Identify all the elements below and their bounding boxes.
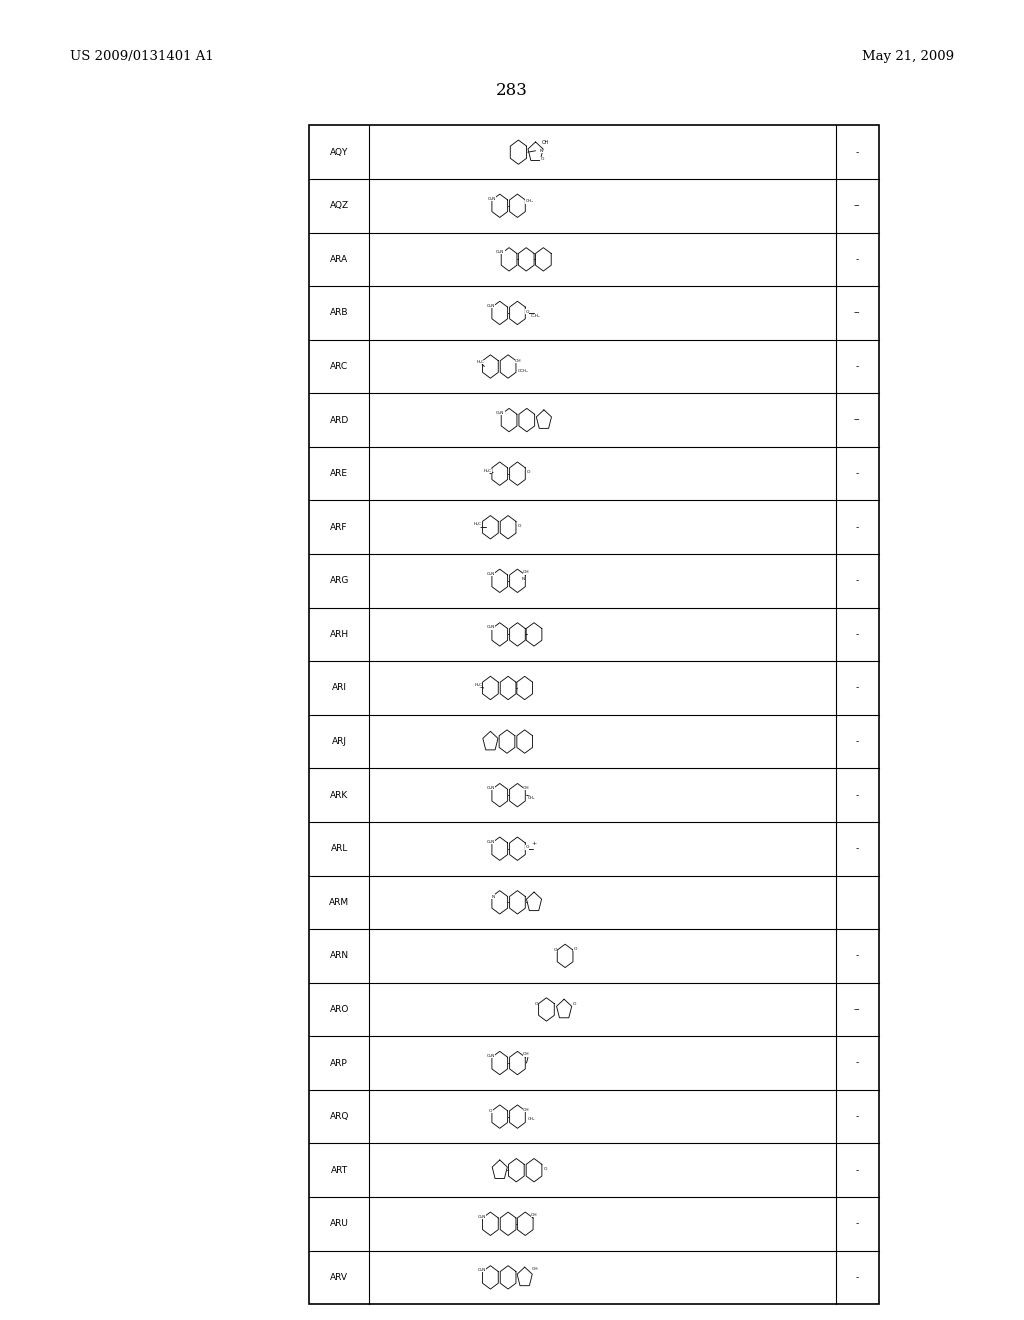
- Text: OH: OH: [515, 359, 521, 363]
- Text: OH: OH: [523, 1107, 529, 1111]
- Text: ARB: ARB: [330, 309, 348, 317]
- Text: ARI: ARI: [332, 684, 347, 693]
- Text: H₃C: H₃C: [474, 684, 482, 688]
- Text: O₂N: O₂N: [486, 785, 495, 791]
- Text: CH₃: CH₃: [525, 199, 534, 203]
- Text: ARV: ARV: [330, 1272, 348, 1282]
- Text: O₂N: O₂N: [487, 197, 497, 201]
- Text: O: O: [526, 470, 530, 474]
- Text: C₂H₅: C₂H₅: [530, 314, 540, 318]
- Text: CH₃: CH₃: [528, 1118, 536, 1122]
- Text: ARO: ARO: [330, 1005, 349, 1014]
- Text: -: -: [856, 1059, 859, 1068]
- Text: May 21, 2009: May 21, 2009: [862, 50, 954, 63]
- Text: -: -: [856, 791, 859, 800]
- Text: ARP: ARP: [331, 1059, 348, 1068]
- Text: OCH₃: OCH₃: [518, 368, 529, 372]
- Text: -: -: [856, 684, 859, 693]
- Text: ARJ: ARJ: [332, 737, 347, 746]
- Text: CH₃: CH₃: [528, 796, 536, 800]
- Text: ARG: ARG: [330, 577, 349, 585]
- Text: O₂N: O₂N: [486, 840, 495, 843]
- Text: --: --: [854, 1005, 860, 1014]
- Text: O: O: [572, 1002, 575, 1006]
- Text: -: -: [856, 952, 859, 961]
- Text: N: N: [540, 149, 543, 153]
- Text: ARQ: ARQ: [330, 1113, 349, 1121]
- Text: OH: OH: [523, 1052, 529, 1056]
- Text: -: -: [856, 630, 859, 639]
- Text: O: O: [541, 157, 544, 161]
- Text: O: O: [573, 946, 577, 950]
- Text: ARH: ARH: [330, 630, 349, 639]
- Bar: [309, 125, 879, 1304]
- Text: -: -: [856, 577, 859, 585]
- Text: O₂N: O₂N: [486, 626, 495, 630]
- Text: AQY: AQY: [330, 148, 348, 157]
- Text: O: O: [525, 845, 529, 849]
- Text: OH: OH: [530, 1213, 538, 1217]
- Text: O₂N: O₂N: [496, 411, 505, 414]
- Text: ARC: ARC: [330, 362, 348, 371]
- Text: ARA: ARA: [330, 255, 348, 264]
- Text: O₂N: O₂N: [477, 1269, 485, 1272]
- Text: -: -: [856, 737, 859, 746]
- Text: -: -: [856, 362, 859, 371]
- Text: -: -: [856, 1113, 859, 1121]
- Text: O: O: [517, 524, 521, 528]
- Text: O: O: [535, 1002, 539, 1006]
- Text: ARF: ARF: [331, 523, 348, 532]
- Text: O₂N: O₂N: [486, 572, 495, 576]
- Text: O: O: [554, 948, 557, 952]
- Text: ART: ART: [331, 1166, 348, 1175]
- Text: US 2009/0131401 A1: US 2009/0131401 A1: [70, 50, 213, 63]
- Text: 283: 283: [496, 82, 528, 99]
- Text: --: --: [854, 416, 860, 425]
- Text: --: --: [854, 201, 860, 210]
- Text: ARK: ARK: [330, 791, 348, 800]
- Text: -: -: [856, 148, 859, 157]
- Text: OH: OH: [531, 1267, 538, 1271]
- Text: OH: OH: [523, 570, 529, 574]
- Text: -: -: [856, 469, 859, 478]
- Text: --: --: [854, 309, 860, 317]
- Text: O: O: [525, 309, 529, 314]
- Text: N: N: [521, 577, 524, 581]
- Text: O: O: [489, 1109, 493, 1113]
- Text: ARE: ARE: [330, 469, 348, 478]
- Text: -: -: [856, 255, 859, 264]
- Text: OH: OH: [542, 140, 549, 145]
- Text: H₃C: H₃C: [473, 523, 481, 527]
- Text: AQZ: AQZ: [330, 201, 349, 210]
- Text: O: O: [544, 1167, 547, 1171]
- Text: O₂N: O₂N: [477, 1214, 485, 1218]
- Text: ARM: ARM: [329, 898, 349, 907]
- Text: -: -: [856, 523, 859, 532]
- Text: OH: OH: [523, 785, 529, 791]
- Text: O₂N: O₂N: [486, 304, 495, 308]
- Text: -: -: [856, 1272, 859, 1282]
- Text: N: N: [492, 895, 495, 899]
- Text: ARL: ARL: [331, 845, 348, 853]
- Text: -: -: [856, 1166, 859, 1175]
- Text: ARD: ARD: [330, 416, 349, 425]
- Text: ARN: ARN: [330, 952, 349, 961]
- Text: H₃C: H₃C: [483, 469, 492, 473]
- Text: O₂N: O₂N: [496, 251, 505, 255]
- Text: ARU: ARU: [330, 1220, 348, 1229]
- Text: +: +: [531, 841, 537, 846]
- Text: -: -: [856, 845, 859, 853]
- Text: -: -: [856, 1220, 859, 1229]
- Text: O₂N: O₂N: [486, 1053, 495, 1057]
- Text: H₃C: H₃C: [477, 360, 485, 364]
